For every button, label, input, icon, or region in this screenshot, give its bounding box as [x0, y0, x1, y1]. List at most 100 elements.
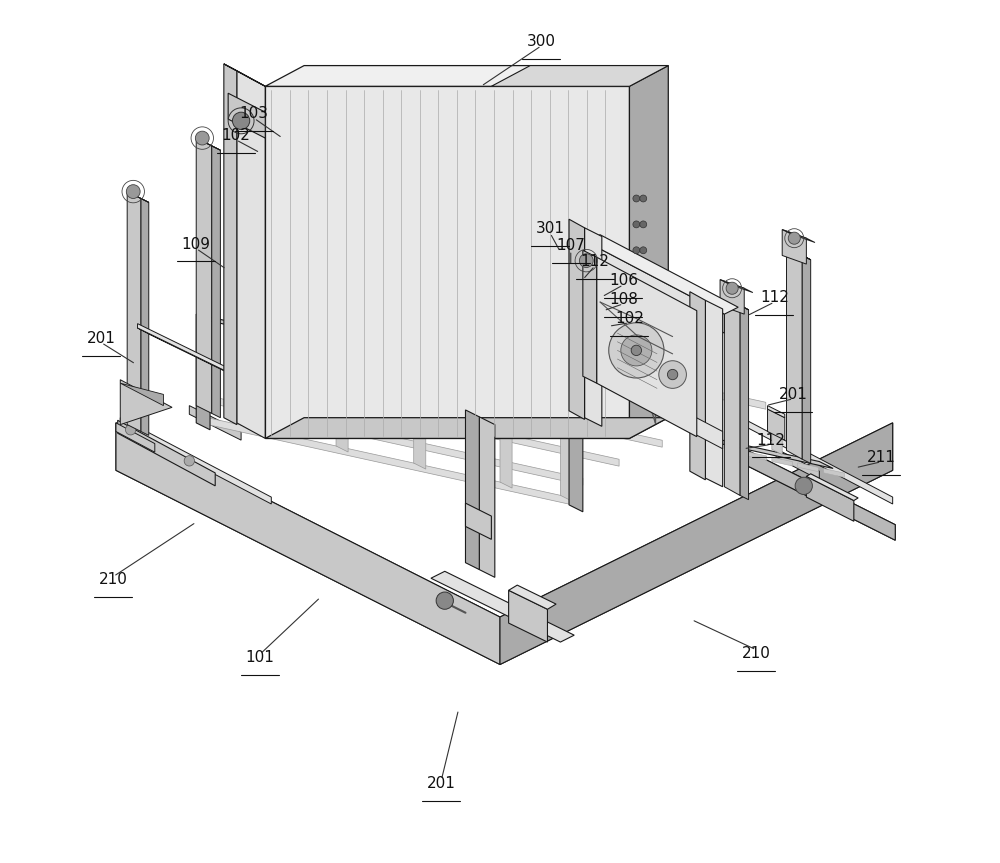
- Polygon shape: [138, 324, 254, 385]
- Text: 109: 109: [182, 236, 211, 252]
- Circle shape: [640, 221, 647, 228]
- Polygon shape: [118, 420, 215, 486]
- Polygon shape: [500, 387, 512, 488]
- Polygon shape: [597, 257, 697, 437]
- Circle shape: [125, 425, 136, 435]
- Text: 108: 108: [609, 292, 638, 307]
- Polygon shape: [196, 314, 210, 430]
- Polygon shape: [116, 423, 893, 665]
- Polygon shape: [116, 423, 155, 452]
- Circle shape: [795, 477, 812, 494]
- Circle shape: [726, 282, 738, 294]
- Text: 102: 102: [221, 128, 250, 143]
- Circle shape: [631, 345, 642, 356]
- Text: 301: 301: [536, 221, 565, 236]
- Circle shape: [633, 221, 640, 228]
- Polygon shape: [802, 255, 811, 463]
- Polygon shape: [703, 405, 713, 439]
- Polygon shape: [228, 93, 265, 138]
- Polygon shape: [120, 380, 172, 425]
- Circle shape: [184, 456, 194, 466]
- Polygon shape: [724, 297, 740, 495]
- Circle shape: [667, 369, 678, 380]
- Text: 102: 102: [615, 311, 644, 326]
- Text: 201: 201: [779, 387, 808, 402]
- Circle shape: [633, 195, 640, 202]
- Circle shape: [609, 323, 664, 378]
- Polygon shape: [116, 423, 500, 665]
- Text: 211: 211: [867, 450, 896, 465]
- Polygon shape: [465, 410, 479, 570]
- Circle shape: [659, 361, 686, 388]
- Polygon shape: [737, 413, 748, 447]
- Polygon shape: [237, 71, 265, 438]
- Polygon shape: [824, 469, 844, 477]
- Polygon shape: [782, 230, 806, 264]
- Text: 300: 300: [527, 34, 556, 49]
- Text: 210: 210: [99, 572, 128, 588]
- Polygon shape: [213, 397, 583, 485]
- Polygon shape: [396, 321, 766, 409]
- Text: 112: 112: [757, 432, 785, 448]
- Polygon shape: [345, 340, 714, 428]
- Polygon shape: [212, 146, 220, 418]
- Text: 101: 101: [246, 650, 275, 665]
- Circle shape: [788, 232, 800, 244]
- Polygon shape: [586, 235, 738, 314]
- Polygon shape: [196, 138, 212, 413]
- Polygon shape: [200, 416, 569, 504]
- Polygon shape: [120, 418, 271, 504]
- Polygon shape: [250, 378, 619, 466]
- Polygon shape: [265, 66, 668, 86]
- Polygon shape: [772, 420, 782, 455]
- Polygon shape: [740, 306, 749, 500]
- Polygon shape: [465, 503, 491, 539]
- Polygon shape: [265, 418, 668, 438]
- Polygon shape: [138, 328, 267, 392]
- Polygon shape: [586, 242, 724, 333]
- Polygon shape: [698, 435, 833, 469]
- Polygon shape: [479, 417, 495, 577]
- Text: 201: 201: [87, 331, 116, 346]
- Polygon shape: [768, 409, 785, 440]
- Text: 107: 107: [556, 238, 585, 254]
- Polygon shape: [127, 192, 149, 202]
- Polygon shape: [189, 406, 241, 440]
- Polygon shape: [782, 230, 815, 243]
- Polygon shape: [585, 359, 723, 449]
- Polygon shape: [336, 351, 348, 452]
- Polygon shape: [509, 585, 556, 609]
- Circle shape: [195, 131, 209, 145]
- Polygon shape: [787, 247, 811, 260]
- Polygon shape: [806, 476, 854, 521]
- Text: 106: 106: [609, 273, 638, 288]
- Polygon shape: [127, 192, 141, 432]
- Polygon shape: [196, 138, 220, 150]
- Polygon shape: [265, 86, 629, 438]
- Circle shape: [621, 335, 652, 366]
- Polygon shape: [629, 66, 668, 438]
- Polygon shape: [509, 590, 547, 642]
- Circle shape: [640, 247, 647, 254]
- Polygon shape: [746, 451, 767, 460]
- Polygon shape: [737, 445, 895, 540]
- Circle shape: [126, 185, 140, 198]
- Text: 112: 112: [580, 254, 609, 269]
- Polygon shape: [720, 280, 744, 314]
- Polygon shape: [224, 64, 237, 425]
- Polygon shape: [569, 396, 583, 512]
- Polygon shape: [742, 418, 893, 504]
- Polygon shape: [431, 571, 574, 642]
- Polygon shape: [491, 66, 668, 86]
- Polygon shape: [569, 219, 585, 419]
- Polygon shape: [768, 406, 785, 418]
- Polygon shape: [690, 292, 705, 480]
- Circle shape: [633, 247, 640, 254]
- Circle shape: [579, 254, 593, 268]
- Polygon shape: [787, 247, 802, 459]
- Polygon shape: [500, 423, 893, 665]
- Polygon shape: [772, 457, 793, 466]
- Text: 112: 112: [760, 290, 789, 306]
- Polygon shape: [798, 463, 818, 472]
- Polygon shape: [806, 474, 858, 501]
